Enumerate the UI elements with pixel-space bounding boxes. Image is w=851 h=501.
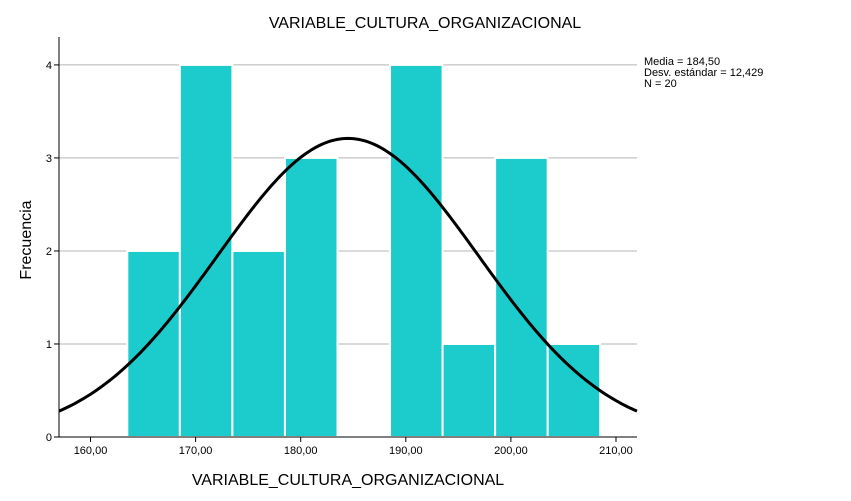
x-tick-label: 180,00 — [284, 445, 318, 457]
chart-title: VARIABLE_CULTURA_ORGANIZACIONAL — [269, 15, 581, 32]
x-tick-label: 170,00 — [179, 445, 213, 457]
histogram-bar — [231, 249, 286, 438]
normal-distribution-curve — [58, 136, 638, 413]
y-tick-label: 0 — [46, 432, 52, 444]
histogram-bar — [546, 342, 602, 438]
tick-labels: 0 1 2 3 4 160,00 170,00 180,00 190,00 200,00 210,0… — [46, 60, 633, 457]
histogram-bar — [178, 63, 234, 438]
histogram-bar — [283, 156, 339, 438]
histogram-bar — [126, 249, 181, 438]
y-tick-label: 3 — [46, 153, 52, 165]
x-tick-label: 210,00 — [599, 445, 633, 457]
x-axis-label: VARIABLE_CULTURA_ORGANIZACIONAL — [192, 472, 504, 489]
axes — [58, 37, 637, 438]
histogram-bar — [494, 156, 549, 438]
histogram-bar — [441, 342, 497, 438]
stats-mean: Media = 184,50 — [644, 56, 720, 68]
y-tick-label: 1 — [46, 339, 52, 351]
x-tick-label: 160,00 — [74, 445, 108, 457]
histogram-bar — [389, 63, 444, 438]
x-tick-label: 200,00 — [494, 445, 528, 457]
stats-sd: Desv. estándar = 12,429 — [644, 67, 763, 79]
x-tick-label: 190,00 — [389, 445, 423, 457]
y-tick-label: 4 — [46, 60, 52, 72]
stats-n: N = 20 — [644, 78, 677, 90]
y-tick-label: 2 — [46, 246, 52, 258]
summary-stats: Media = 184,50 Desv. estándar = 12,429 N… — [644, 56, 763, 90]
y-axis-label: Frecuencia — [18, 200, 35, 279]
